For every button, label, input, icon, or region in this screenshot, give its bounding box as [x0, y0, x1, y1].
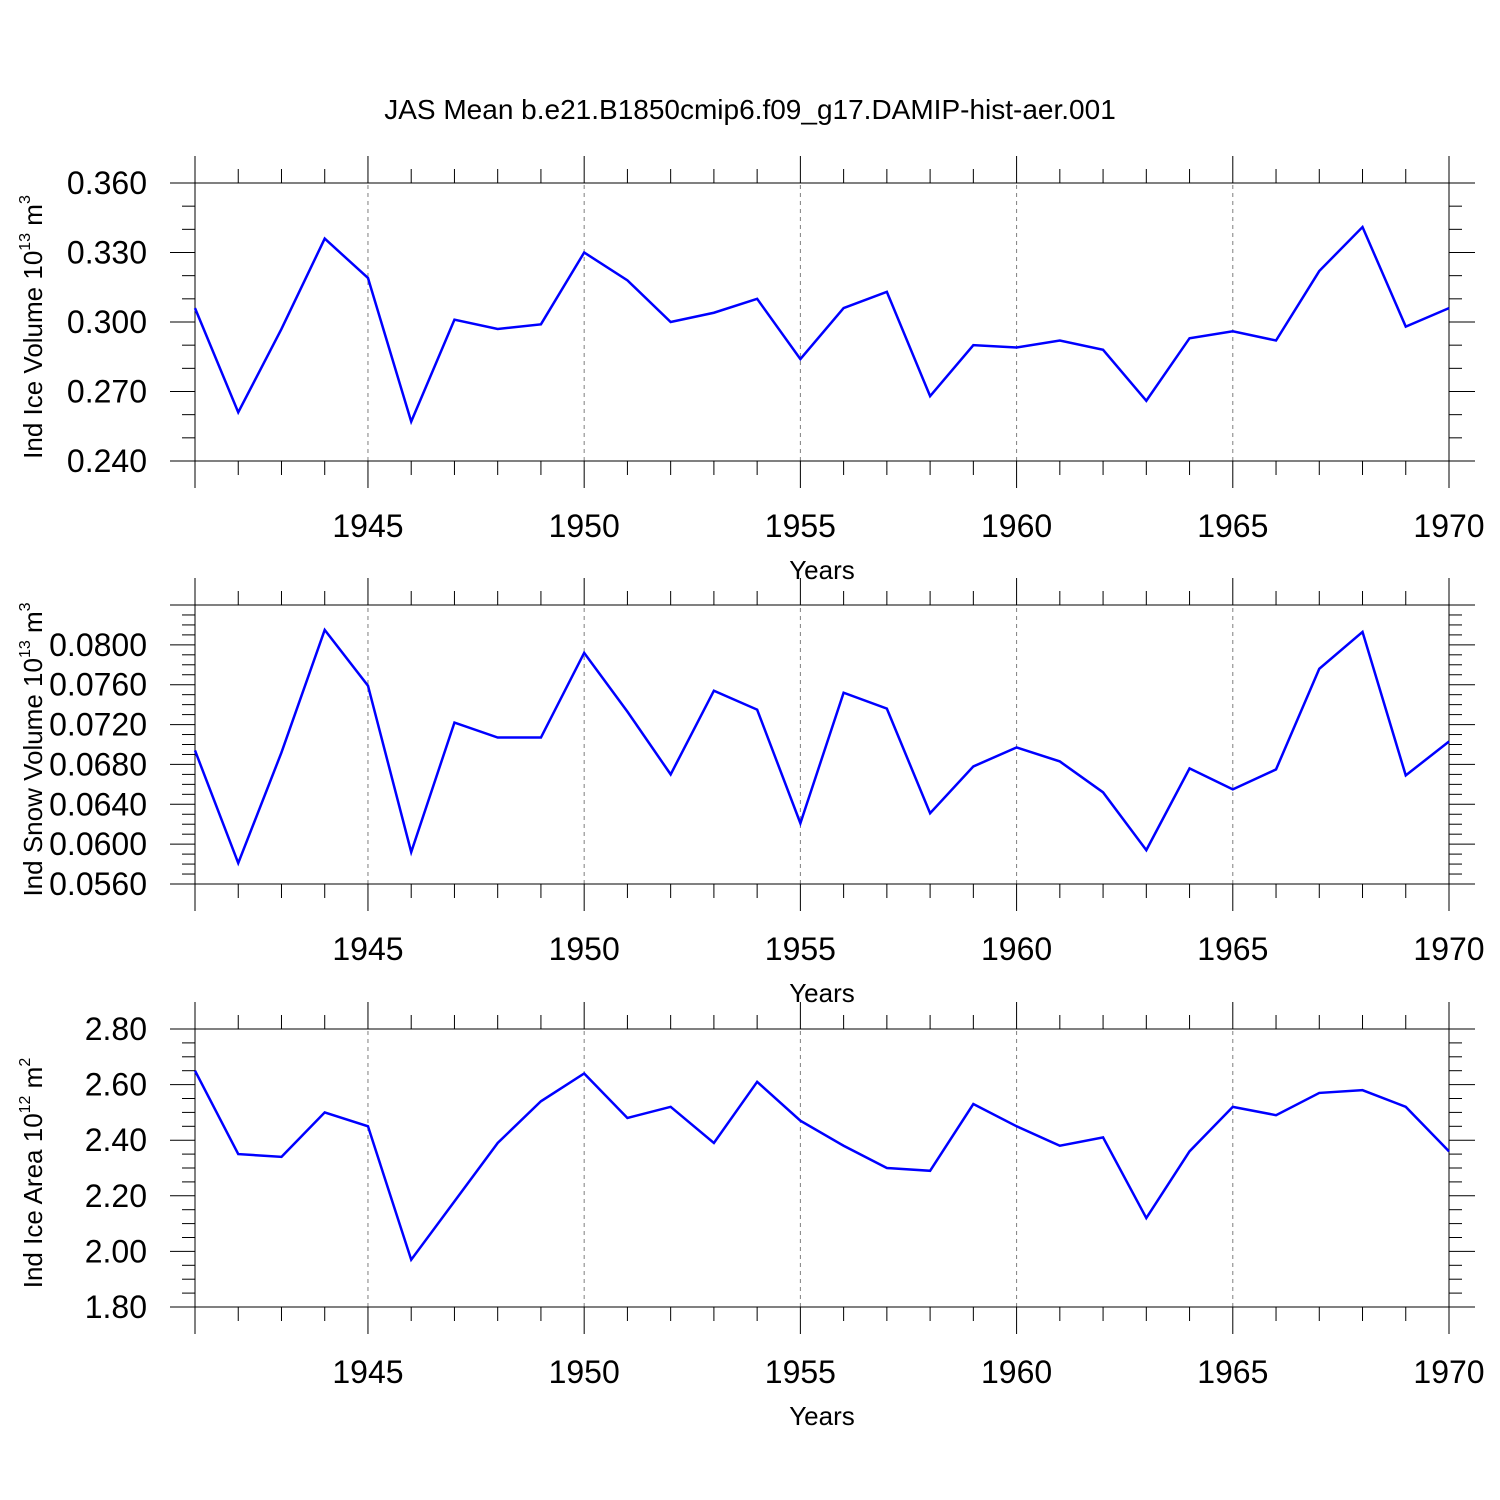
y-tick-label: 2.80 [85, 1011, 147, 1047]
y-tick-label: 0.0800 [49, 627, 147, 663]
y-axis-label: Ind Ice Volume 1013 m3 [17, 195, 48, 459]
series-line-3-1 [193, 1070, 1450, 1263]
x-tick-label: 1970 [1413, 508, 1484, 544]
x-axis-label: Years [789, 555, 855, 585]
y-tick-label: 1.80 [85, 1289, 147, 1325]
x-tick-label: 1950 [549, 1354, 620, 1390]
x-tick-label: 1945 [332, 931, 403, 967]
y-tick-label: 0.0760 [49, 667, 147, 703]
x-axis-label: Years [789, 1401, 855, 1431]
x-tick-label: 1960 [981, 508, 1052, 544]
x-tick-label: 1960 [981, 931, 1052, 967]
y-tick-label: 2.60 [85, 1067, 147, 1103]
y-tick-label: 0.0560 [49, 866, 147, 902]
x-tick-label: 1965 [1197, 1354, 1268, 1390]
y-axis-label: Ind Ice Area 1012 m2 [17, 1058, 48, 1289]
x-tick-label: 1955 [765, 931, 836, 967]
x-tick-label: 1955 [765, 508, 836, 544]
y-tick-label: 0.360 [67, 165, 147, 201]
series-line-2-1 [193, 627, 1450, 867]
x-tick-label: 1950 [549, 931, 620, 967]
x-tick-label: 1955 [765, 1354, 836, 1390]
y-tick-label: 0.0680 [49, 746, 147, 782]
x-tick-label: 1960 [981, 1354, 1052, 1390]
x-tick-label: 1945 [332, 1354, 403, 1390]
figure-title: JAS Mean b.e21.B1850cmip6.f09_g17.DAMIP-… [384, 94, 1116, 125]
y-tick-label: 2.00 [85, 1233, 147, 1269]
chart-panel-3: 1945 1950 1955 1960 1965 1970 1.80 2.00 2.20 2.40… [17, 1002, 1485, 1431]
x-tick-label: 1945 [332, 508, 403, 544]
chart-panel-1: 1945 1950 1955 1960 1965 1970 0.240 0.270 0.300 0… [17, 156, 1485, 585]
x-tick-label: 1965 [1197, 508, 1268, 544]
x-axis-label: Years [789, 978, 855, 1008]
y-tick-label: 2.20 [85, 1178, 147, 1214]
x-tick-label: 1970 [1413, 931, 1484, 967]
y-tick-label: 0.300 [67, 304, 147, 340]
y-tick-label: 0.0600 [49, 826, 147, 862]
y-tick-label: 0.330 [67, 235, 147, 271]
y-tick-label: 0.270 [67, 374, 147, 410]
series-line-1-1 [193, 224, 1450, 426]
chart-panel-2: 1945 1950 1955 1960 1965 1970 0.0560 0.0600 0.06… [17, 578, 1485, 1008]
x-tick-label: 1965 [1197, 931, 1268, 967]
y-tick-label: 0.0720 [49, 707, 147, 743]
y-axis-label: Ind Snow Volume 1013 m3 [17, 602, 48, 896]
x-tick-label: 1970 [1413, 1354, 1484, 1390]
y-tick-label: 0.240 [67, 443, 147, 479]
x-tick-label: 1950 [549, 508, 620, 544]
y-tick-label: 0.0640 [49, 786, 147, 822]
y-tick-label: 2.40 [85, 1122, 147, 1158]
